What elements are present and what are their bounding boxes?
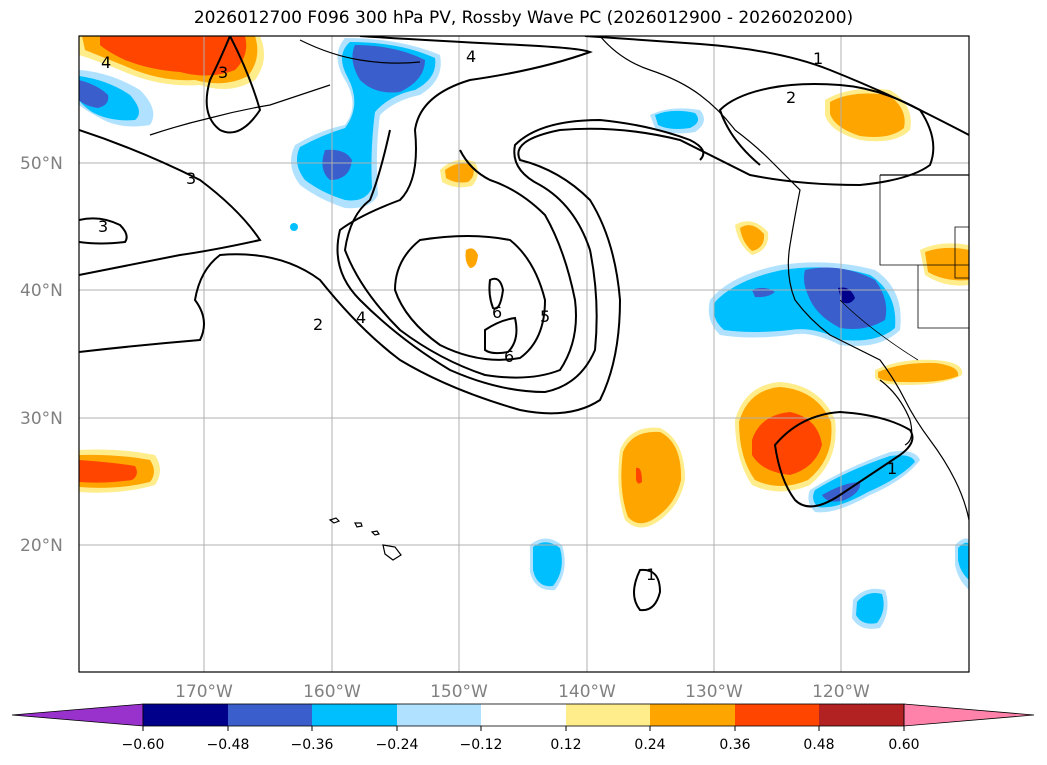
latitude-labels: 50°N 40°N 30°N 20°N: [20, 154, 63, 556]
colorbar-tick-label-2: −0.48: [207, 737, 250, 753]
contour-label-5: 5: [540, 307, 550, 326]
colorbar-tick-label-5: −0.12: [460, 737, 503, 753]
colorbar-tick-label-6: 0.12: [550, 737, 581, 753]
colorbar-arrow-left: [11, 703, 144, 727]
colorbar-bin-3: [312, 704, 397, 726]
contour-labels: 1 1 1 2 2 3 3 3 4 4 4 5 6 6: [98, 47, 897, 584]
colorbar-tick-label-8: 0.36: [719, 737, 750, 753]
colorbar-arrow-right: [903, 703, 1035, 727]
contour-label-1b: 1: [887, 459, 897, 478]
colorbar: −0.60 −0.48 −0.36 −0.24 −0.12 0.12 0.24 …: [11, 703, 1035, 753]
lon-label-130w: 130°W: [685, 682, 743, 702]
colorbar-tick-label-9: 0.48: [803, 737, 834, 753]
colorbar-bin-4: [397, 704, 481, 726]
lon-label-150w: 150°W: [430, 682, 488, 702]
contour-label-4a: 4: [466, 47, 476, 66]
lon-label-120w: 120°W: [812, 682, 870, 702]
coastlines: [149, 36, 969, 561]
colorbar-tick-label-10: 0.60: [888, 737, 919, 753]
lat-label-30n: 30°N: [20, 409, 63, 429]
contour-label-2a: 2: [786, 88, 796, 107]
contour-6-inner-a: [488, 277, 505, 310]
colorbar-tick-label-1: −0.60: [122, 737, 165, 753]
colorbar-bin-8: [735, 704, 819, 726]
colorbar-bin-5: [481, 704, 566, 726]
lat-label-40n: 40°N: [20, 281, 63, 301]
contour-1-small: [633, 568, 662, 612]
contour-3: [79, 129, 262, 276]
contour-label-6b: 6: [504, 347, 514, 366]
contour-label-1a: 1: [813, 49, 823, 68]
contour-label-3b: 3: [98, 217, 108, 236]
contour-6-inner-b: [484, 316, 518, 355]
contour-4: [336, 36, 705, 394]
colorbar-bin-2: [228, 704, 312, 726]
contour-1-south: [773, 410, 914, 508]
shaded-anomalies: [79, 36, 969, 629]
contour-label-3a: 3: [186, 169, 196, 188]
contour-label-2b: 2: [313, 315, 323, 334]
longitude-labels: 170°W 160°W 150°W 140°W 130°W 120°W: [175, 682, 870, 702]
pv-contours: [79, 36, 969, 612]
contour-label-4c: 4: [101, 53, 111, 72]
plot-frame: [78, 35, 970, 673]
contour-label-6a: 6: [492, 303, 502, 322]
colorbar-tick-label-3: −0.36: [291, 737, 334, 753]
contour-3-upper: [205, 36, 262, 134]
contour-3-left: [79, 217, 128, 245]
contour-1: [584, 36, 969, 136]
contour-label-1c: 1: [646, 565, 656, 584]
contour-label-4b: 4: [356, 308, 366, 327]
colorbar-bin-7: [650, 704, 735, 726]
lon-label-160w: 160°W: [303, 682, 361, 702]
lat-label-20n: 20°N: [20, 536, 63, 556]
colorbar-bin-1: [143, 704, 228, 726]
lat-label-50n: 50°N: [20, 154, 63, 174]
contour-5: [343, 129, 577, 379]
colorbar-tick-label-7: 0.24: [634, 737, 665, 753]
contour-6: [393, 235, 547, 361]
colorbar-ticks: [142, 726, 905, 731]
lon-label-170w: 170°W: [175, 682, 233, 702]
contour-label-3c: 3: [218, 63, 228, 82]
map-title: 2026012700 F096 300 hPa PV, Rossby Wave …: [193, 8, 854, 28]
colorbar-bin-6: [566, 704, 650, 726]
lon-label-140w: 140°W: [558, 682, 616, 702]
colorbar-bin-9: [819, 704, 904, 726]
colorbar-tick-label-4: −0.24: [376, 737, 419, 753]
contour-2: [79, 83, 935, 415]
